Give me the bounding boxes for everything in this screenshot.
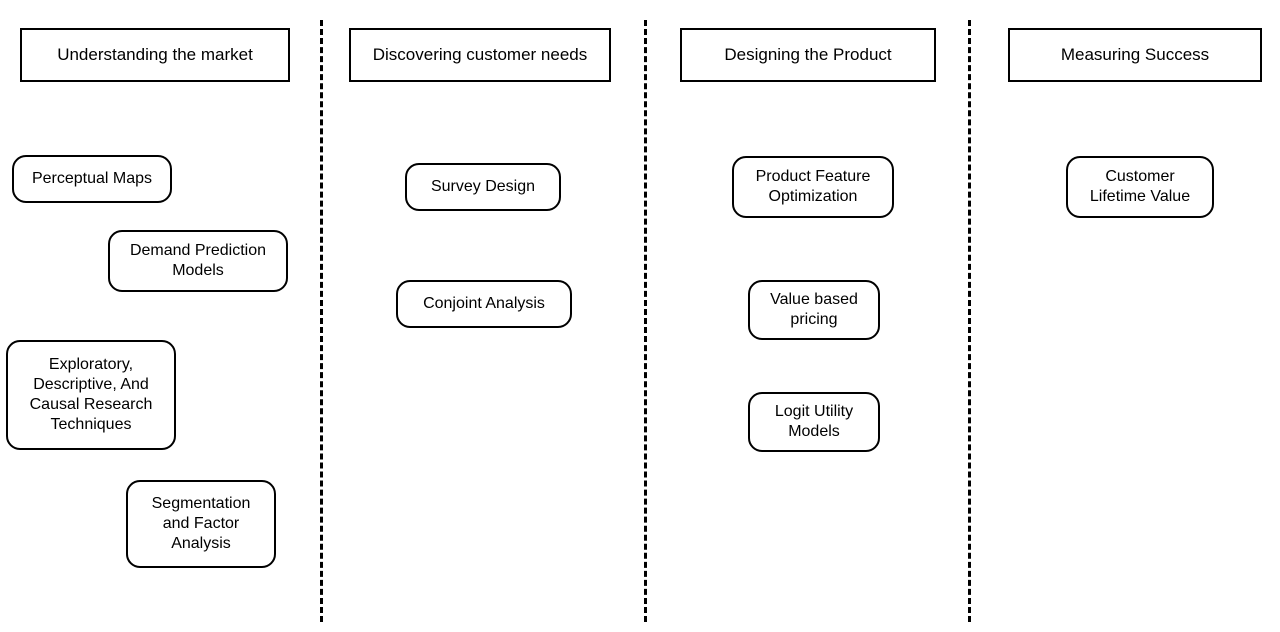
item-label: Customer Lifetime Value xyxy=(1078,167,1202,207)
column-header-designing-product: Designing the Product xyxy=(680,28,936,82)
item-logit-utility-models: Logit Utility Models xyxy=(748,392,880,452)
item-perceptual-maps: Perceptual Maps xyxy=(12,155,172,203)
item-value-based-pricing: Value based pricing xyxy=(748,280,880,340)
item-label: Survey Design xyxy=(431,177,535,197)
column-divider xyxy=(320,20,323,622)
column-header-measuring-success: Measuring Success xyxy=(1008,28,1262,82)
item-label: Segmentation and Factor Analysis xyxy=(138,494,264,554)
item-conjoint-analysis: Conjoint Analysis xyxy=(396,280,572,328)
column-divider xyxy=(968,20,971,622)
item-demand-prediction-models: Demand Prediction Models xyxy=(108,230,288,292)
column-divider xyxy=(644,20,647,622)
item-label: Perceptual Maps xyxy=(32,169,152,189)
item-customer-lifetime-value: Customer Lifetime Value xyxy=(1066,156,1214,218)
header-label: Discovering customer needs xyxy=(373,45,587,65)
item-segmentation-factor-analysis: Segmentation and Factor Analysis xyxy=(126,480,276,568)
header-label: Understanding the market xyxy=(57,45,253,65)
item-label: Conjoint Analysis xyxy=(423,294,545,314)
item-label: Product Feature Optimization xyxy=(744,167,882,207)
item-exploratory-descriptive-causal: Exploratory, Descriptive, And Causal Res… xyxy=(6,340,176,450)
column-header-understanding-market: Understanding the market xyxy=(20,28,290,82)
item-label: Demand Prediction Models xyxy=(120,241,276,281)
header-label: Designing the Product xyxy=(724,45,891,65)
item-product-feature-optimization: Product Feature Optimization xyxy=(732,156,894,218)
item-label: Logit Utility Models xyxy=(760,402,868,442)
item-label: Exploratory, Descriptive, And Causal Res… xyxy=(18,355,164,435)
header-label: Measuring Success xyxy=(1061,45,1209,65)
item-label: Value based pricing xyxy=(760,290,868,330)
item-survey-design: Survey Design xyxy=(405,163,561,211)
column-header-discovering-needs: Discovering customer needs xyxy=(349,28,611,82)
